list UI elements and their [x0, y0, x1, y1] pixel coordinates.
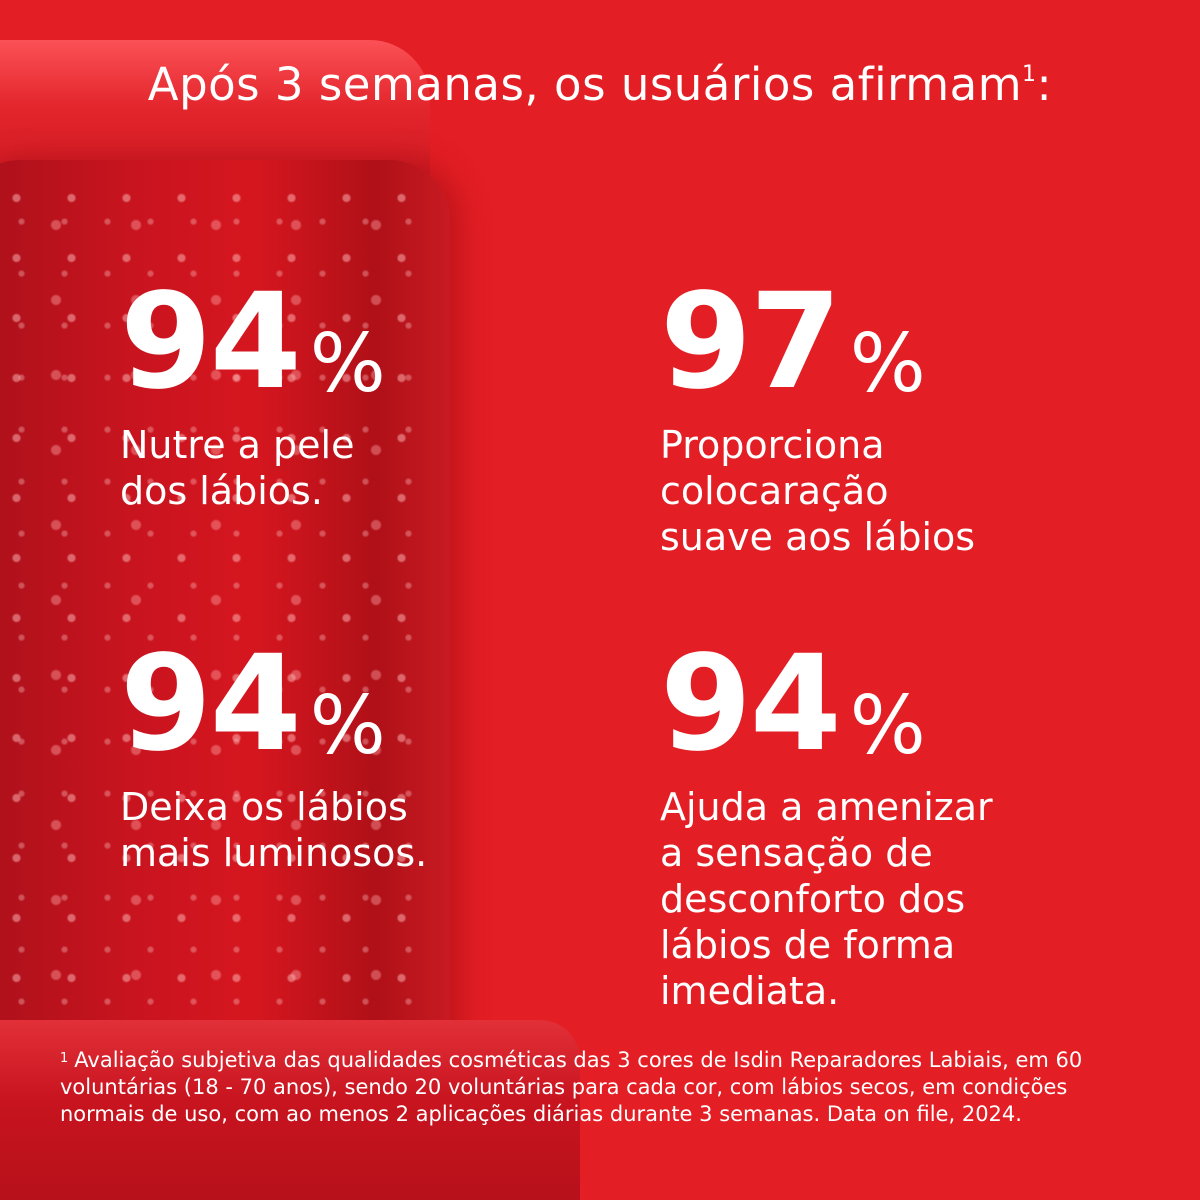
stat-value: 97 — [660, 265, 842, 419]
stat-unit: % — [309, 316, 386, 410]
title-footnote-marker: 1 — [1022, 62, 1037, 87]
footnote-marker: 1 — [60, 1051, 69, 1066]
title-text: Após 3 semanas, os usuários afirmam — [147, 58, 1023, 111]
footnote-text: Avaliação subjetiva das qualidades cosmé… — [60, 1048, 1083, 1126]
stat-block-nutrition: 94 % Nutre a pele dos lábios. — [120, 265, 386, 514]
stat-block-luminous: 94 % Deixa os lábios mais luminosos. — [120, 627, 428, 876]
stat-description: Ajuda a amenizar a sensação de desconfor… — [660, 784, 993, 1013]
stat-description: Proporciona colocaração suave aos lábios — [660, 422, 976, 559]
stat-value: 94 — [660, 627, 842, 781]
product-base-image — [0, 1020, 580, 1200]
water-droplets-texture — [0, 180, 440, 1040]
stat-unit: % — [849, 678, 926, 772]
stat-block-color: 97 % Proporciona colocaração suave aos l… — [660, 265, 976, 560]
stat-unit: % — [309, 678, 386, 772]
stat-unit: % — [849, 316, 926, 410]
title-suffix: : — [1036, 58, 1053, 111]
page-title: Após 3 semanas, os usuários afirmam1: — [0, 58, 1200, 111]
stat-description: Deixa os lábios mais luminosos. — [120, 784, 428, 875]
stat-value: 94 — [120, 265, 302, 419]
stat-description: Nutre a pele dos lábios. — [120, 422, 355, 513]
stat-value: 94 — [120, 627, 302, 781]
footnote: 1 Avaliação subjetiva das qualidades cosm… — [60, 1047, 1140, 1128]
stat-block-discomfort: 94 % Ajuda a amenizar a sensação de desc… — [660, 627, 993, 1014]
